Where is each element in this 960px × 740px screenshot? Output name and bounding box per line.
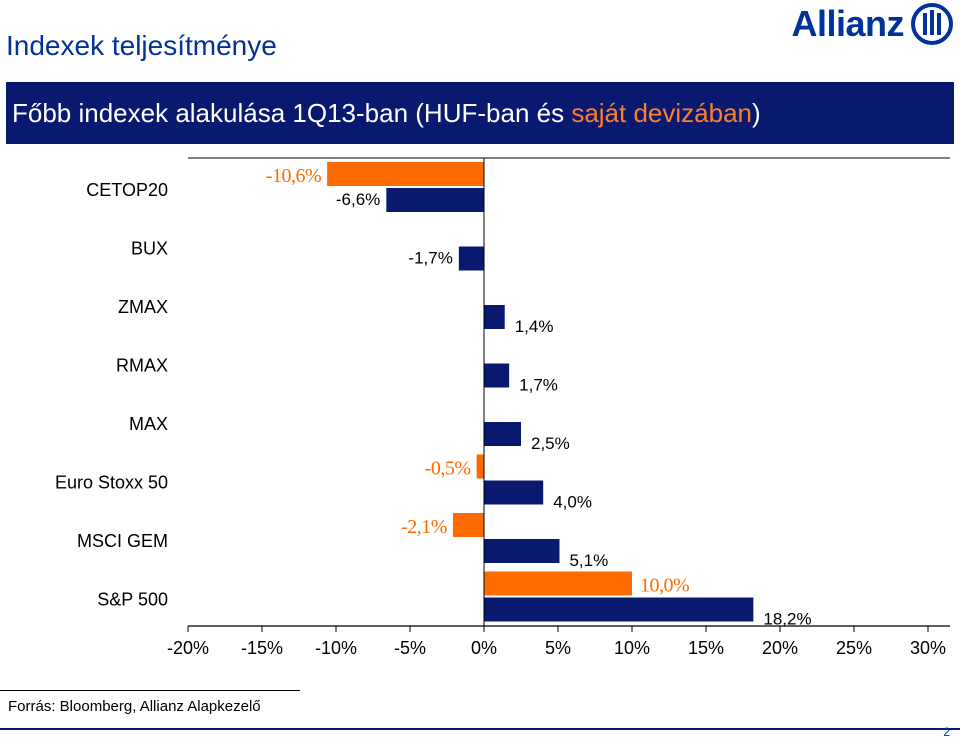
data-label-huf: -6,6%	[336, 190, 380, 209]
bar-huf	[484, 363, 510, 388]
bar-local-currency	[327, 162, 484, 186]
data-label-local-currency: 10,0%	[640, 575, 689, 597]
data-label-huf: 2,5%	[531, 434, 570, 453]
data-label-huf: -1,7%	[408, 249, 452, 268]
category-label: MSCI GEM	[77, 531, 168, 551]
x-tick-label: 25%	[836, 638, 872, 658]
allianz-eagle-icon	[911, 3, 953, 45]
x-tick-label: 30%	[910, 638, 946, 658]
bar-huf	[484, 597, 754, 622]
page-number: 2	[943, 725, 950, 739]
category-label: MAX	[129, 414, 168, 434]
bottom-divider	[0, 728, 960, 730]
bar-huf	[458, 246, 484, 271]
x-tick-label: 15%	[688, 638, 724, 658]
bar-local-currency	[476, 454, 484, 479]
category-label: RMAX	[116, 356, 168, 376]
allianz-logo: Allianz	[791, 2, 954, 46]
footer-divider	[0, 690, 300, 691]
logo-text: Allianz	[791, 3, 904, 44]
category-label: BUX	[131, 239, 168, 259]
x-tick-label: 10%	[614, 638, 650, 658]
bar-chart: CETOP20 -10,6% -6,6% BUX -1,7% ZMAX 1,4% RMAX 1,…	[55, 157, 950, 658]
bar-huf	[484, 480, 544, 505]
x-tick-label: -20%	[167, 638, 209, 658]
category-label: CETOP20	[86, 180, 168, 200]
bar-huf	[484, 422, 521, 446]
data-label-local-currency: -10,6%	[266, 165, 321, 187]
x-tick-label: -10%	[315, 638, 357, 658]
data-label-local-currency: -2,1%	[401, 516, 447, 538]
bar-huf	[484, 305, 505, 329]
bar-huf	[386, 188, 484, 212]
category-label: Euro Stoxx 50	[55, 473, 168, 493]
banner-text-end: )	[752, 98, 761, 128]
source-note: Forrás: Bloomberg, Allianz Alapkezelő	[8, 698, 261, 715]
chart-banner: Főbb indexek alakulása 1Q13-ban (HUF-ban…	[6, 82, 954, 144]
x-tick-label: 20%	[762, 638, 798, 658]
banner-text-accent: saját devizában	[571, 98, 752, 128]
page-title: Indexek teljesítménye	[6, 30, 277, 61]
data-label-huf: 1,4%	[515, 317, 554, 336]
data-label-huf: 4,0%	[553, 493, 592, 512]
banner-text: Főbb indexek alakulása 1Q13-ban (HUF-ban…	[12, 98, 572, 128]
x-tick-label: 0%	[471, 638, 497, 658]
data-label-local-currency: -0,5%	[425, 458, 471, 480]
bar-local-currency	[484, 571, 632, 596]
x-tick-label: 5%	[545, 638, 571, 658]
x-tick-label: -15%	[241, 638, 283, 658]
bar-huf	[484, 539, 560, 563]
data-label-huf: 18,2%	[763, 610, 811, 629]
bar-local-currency	[452, 513, 484, 537]
x-tick-label: -5%	[394, 638, 426, 658]
data-label-huf: 1,7%	[519, 376, 558, 395]
category-label: ZMAX	[118, 297, 168, 317]
data-label-huf: 5,1%	[569, 551, 608, 570]
category-label: S&P 500	[97, 590, 168, 610]
